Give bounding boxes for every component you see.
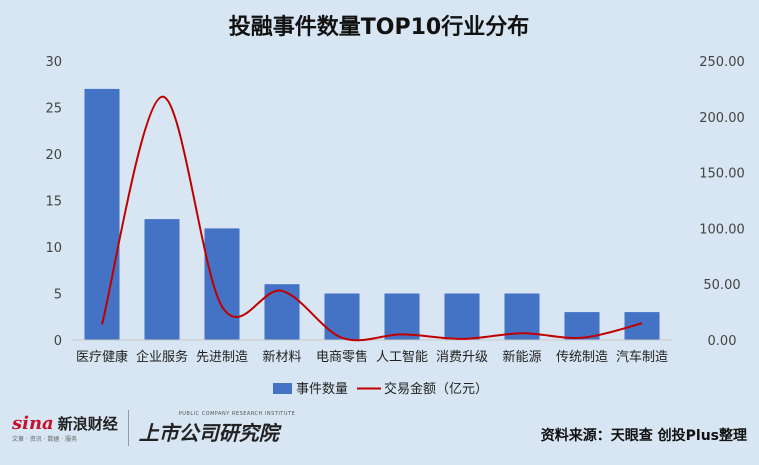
sina-logo-text: 新浪财经 xyxy=(57,415,118,433)
legend-bar-label: 事件数量 xyxy=(296,382,348,397)
right-tick-label: 250.00 xyxy=(699,55,745,70)
bar xyxy=(84,88,120,341)
footer-logos: sina 新浪财经 文章 · 资讯 · 数据 · 服务 PUBLIC COMPA… xyxy=(12,410,295,446)
category-label: 医疗健康 xyxy=(76,349,128,365)
institute-logo-subtitle: PUBLIC COMPANY RESEARCH INSTITUTE xyxy=(178,410,296,417)
category-label: 先进制造 xyxy=(196,350,248,365)
category-label: 传统制造 xyxy=(556,350,608,365)
sina-logo: sina 新浪财经 文章 · 资讯 · 数据 · 服务 xyxy=(12,413,118,443)
left-tick-label: 30 xyxy=(45,55,62,70)
left-tick-label: 0 xyxy=(54,334,62,349)
institute-logo: PUBLIC COMPANY RESEARCH INSTITUTE 上市公司研究… xyxy=(139,411,295,446)
chart-title: 投融事件数量TOP10行业分布 xyxy=(229,14,529,40)
line-series xyxy=(101,95,643,342)
institute-logo-text: 上市公司研究院 xyxy=(138,420,279,445)
left-tick-label: 15 xyxy=(45,195,62,210)
source-note: 资料来源：天眼查 创投Plus整理 xyxy=(540,428,747,444)
right-tick-label: 150.00 xyxy=(699,167,745,182)
category-label: 新能源 xyxy=(502,349,541,365)
category-label: 电商零售 xyxy=(316,349,368,365)
right-axis: 0.00 50.00 100.00 150.00 200.00 250.00 xyxy=(699,55,745,349)
legend-bar-swatch xyxy=(273,383,292,394)
amount-line xyxy=(101,95,643,342)
bar xyxy=(324,293,360,340)
category-label: 新材料 xyxy=(262,349,301,365)
bar xyxy=(144,219,180,340)
right-tick-label: 100.00 xyxy=(699,222,745,237)
left-tick-label: 5 xyxy=(54,288,62,303)
category-label: 企业服务 xyxy=(136,349,188,365)
sina-logo-mark: sina xyxy=(12,413,54,434)
logo-divider xyxy=(127,410,129,446)
bar xyxy=(444,293,480,340)
legend: 事件数量 交易金额（亿元） xyxy=(273,381,488,397)
category-label: 汽车制造 xyxy=(616,349,668,365)
right-tick-label: 0.00 xyxy=(708,334,737,349)
legend-line-label: 交易金额（亿元） xyxy=(384,381,488,397)
bar xyxy=(384,293,420,340)
chart: 投融事件数量TOP10行业分布 0 5 10 15 20 25 30 0.00 50.00 10… xyxy=(45,14,745,397)
left-tick-label: 25 xyxy=(45,102,62,117)
right-tick-label: 200.00 xyxy=(699,111,745,126)
bar-series xyxy=(84,88,660,341)
right-tick-label: 50.00 xyxy=(703,278,740,293)
category-label: 消费升级 xyxy=(436,350,488,365)
bar xyxy=(264,284,300,340)
sina-logo-subtitle: 文章 · 资讯 · 数据 · 服务 xyxy=(12,436,78,443)
left-axis: 0 5 10 15 20 25 30 xyxy=(45,55,62,349)
x-axis: 医疗健康 企业服务 先进制造 新材料 电商零售 人工智能 消费升级 新能源 传统制造 汽车制造 xyxy=(76,349,668,365)
bar xyxy=(504,293,540,340)
bar xyxy=(204,228,240,340)
category-label: 人工智能 xyxy=(376,350,428,365)
left-tick-label: 10 xyxy=(45,241,62,256)
left-tick-label: 20 xyxy=(45,148,62,163)
